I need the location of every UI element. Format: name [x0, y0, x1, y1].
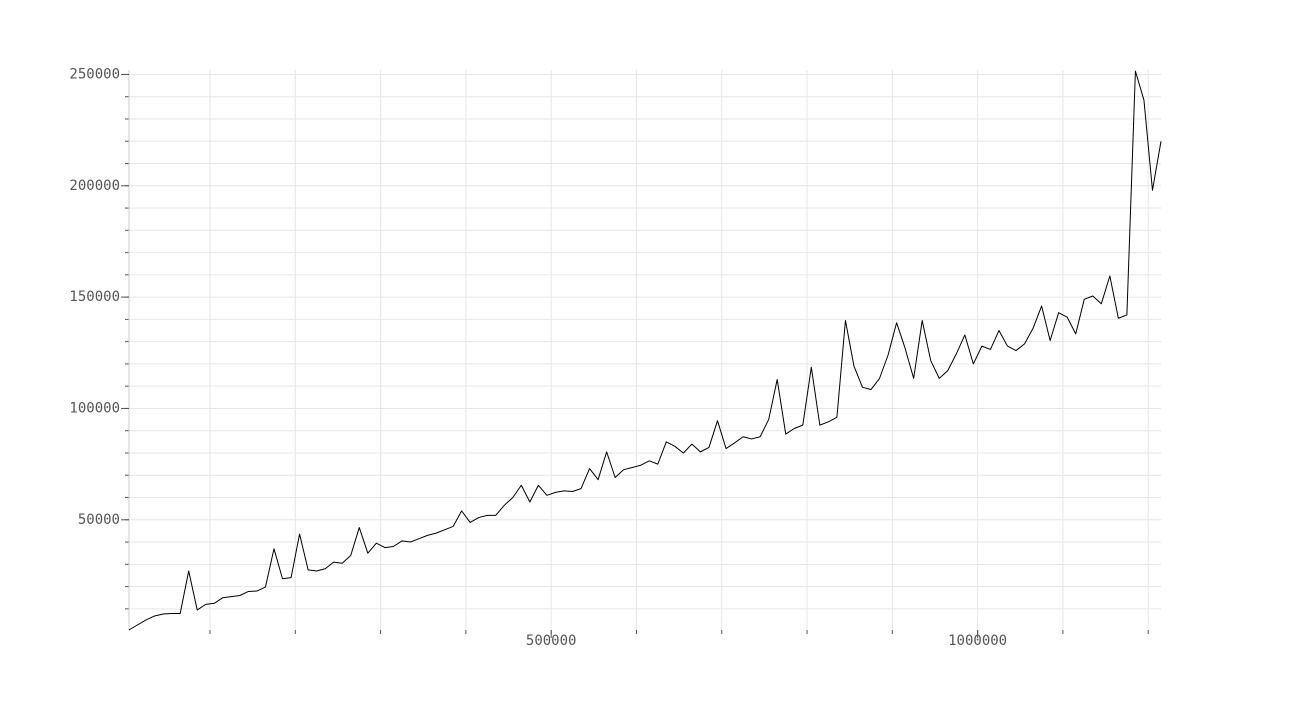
y-tick-label: 150000 [69, 289, 120, 305]
y-tick-label: 250000 [69, 66, 120, 82]
x-tick-label: 1000000 [948, 633, 1007, 649]
y-tick-label: 200000 [69, 178, 120, 194]
data-line [128, 70, 1162, 631]
x-tick-label: 500000 [526, 633, 577, 649]
y-tick-label: 100000 [69, 400, 120, 416]
y-tick-label: 50000 [78, 512, 120, 528]
